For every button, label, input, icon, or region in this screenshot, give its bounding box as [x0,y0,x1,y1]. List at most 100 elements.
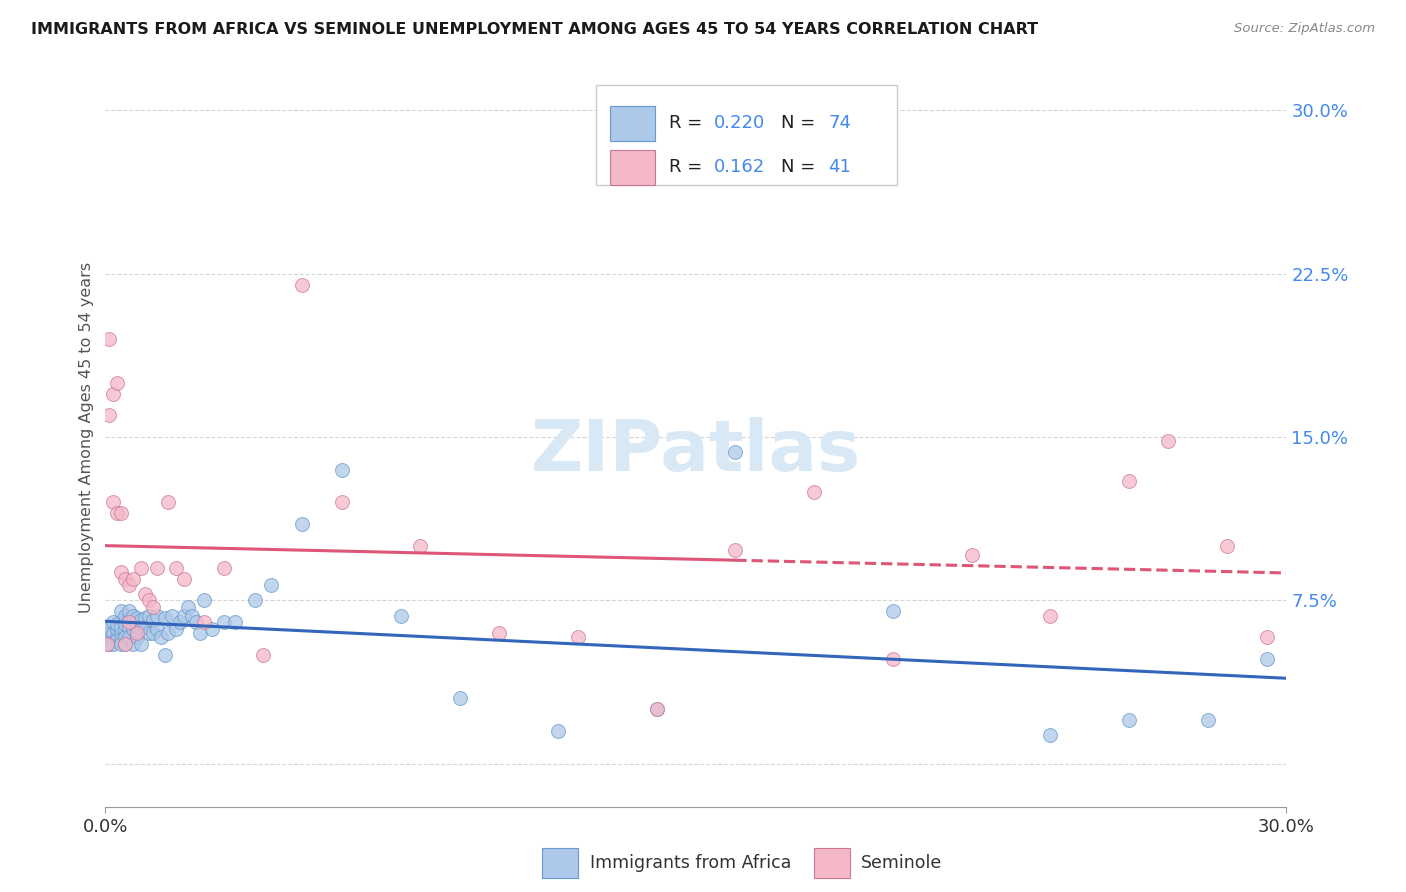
Point [122,608,145,623]
Text: 0.162: 0.162 [714,159,765,177]
Point [724,445,747,459]
Point [260,578,283,592]
Point [165,560,187,574]
Point [724,543,747,558]
Y-axis label: Unemployment Among Ages 45 to 54 years: Unemployment Among Ages 45 to 54 years [79,261,94,613]
Point [110,632,132,647]
Point [118,604,141,618]
Point [173,572,195,586]
Point [193,593,215,607]
Point [547,724,569,739]
Point [243,593,266,607]
Point [181,608,204,623]
Point [105,617,128,632]
Point [142,613,165,627]
Point [1118,713,1140,727]
Point [645,702,668,716]
Point [145,608,167,623]
Point [114,637,136,651]
Point [177,599,200,614]
Point [118,613,141,627]
Point [105,631,128,645]
Point [134,611,156,625]
Point [114,637,136,651]
Point [96,637,118,651]
Point [330,463,353,477]
Point [803,484,825,499]
Point [129,622,152,636]
Point [409,539,432,553]
Point [98,622,121,636]
Point [1039,728,1062,742]
Point [142,626,165,640]
Point [134,587,156,601]
FancyBboxPatch shape [543,848,578,878]
Text: 0.220: 0.220 [714,114,765,132]
Point [118,578,141,592]
Text: Immigrants from Africa: Immigrants from Africa [589,854,792,871]
Point [169,615,191,630]
Point [138,626,160,640]
Point [1256,631,1278,645]
Point [1157,434,1180,449]
Point [103,626,125,640]
Point [157,626,180,640]
Point [882,604,904,618]
Point [193,615,215,630]
Point [122,615,145,630]
Point [212,560,235,574]
Point [149,631,172,645]
Point [1197,713,1219,727]
Point [389,608,412,623]
Point [138,608,160,623]
Text: 41: 41 [828,159,851,177]
Point [224,615,246,630]
Point [125,619,148,633]
Point [114,572,136,586]
Point [114,631,136,645]
Point [882,652,904,666]
Point [449,691,471,706]
Text: IMMIGRANTS FROM AFRICA VS SEMINOLE UNEMPLOYMENT AMONG AGES 45 TO 54 YEARS CORREL: IMMIGRANTS FROM AFRICA VS SEMINOLE UNEMP… [31,22,1038,37]
Point [122,637,145,651]
Point [142,599,165,614]
Point [1256,652,1278,666]
Text: N =: N = [780,114,821,132]
Point [145,622,167,636]
Point [138,593,160,607]
Point [103,615,125,630]
FancyBboxPatch shape [596,86,897,186]
Point [165,622,187,636]
FancyBboxPatch shape [610,105,655,141]
Point [291,517,314,532]
Point [122,622,145,636]
Point [162,608,184,623]
Point [125,611,148,625]
Point [125,631,148,645]
Point [1216,539,1239,553]
Point [105,622,128,636]
Text: R =: R = [669,114,707,132]
Point [153,611,176,625]
Text: Seminole: Seminole [862,854,942,871]
Text: Source: ZipAtlas.com: Source: ZipAtlas.com [1234,22,1375,36]
Point [960,548,983,562]
Point [114,622,136,636]
Point [98,409,121,423]
Point [212,615,235,630]
Point [103,495,125,509]
Point [201,622,224,636]
Point [129,637,152,651]
Point [291,277,314,292]
Text: ZIPatlas: ZIPatlas [531,417,860,486]
Point [129,560,152,574]
Point [114,613,136,627]
Point [98,631,121,645]
FancyBboxPatch shape [814,848,849,878]
Point [145,560,167,574]
Point [96,626,118,640]
Point [118,631,141,645]
Point [105,632,128,647]
Point [252,648,274,662]
Text: R =: R = [669,159,714,177]
